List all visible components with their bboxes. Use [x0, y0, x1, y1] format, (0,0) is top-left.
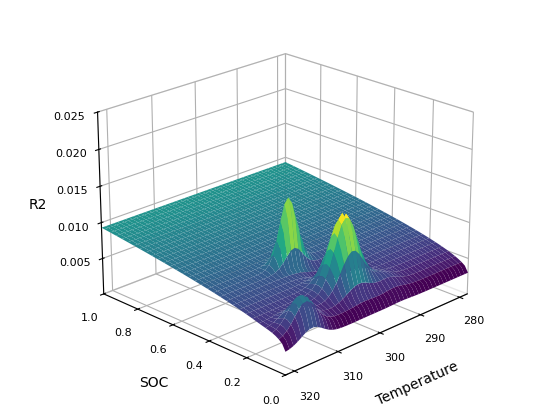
Y-axis label: SOC: SOC	[139, 376, 169, 390]
X-axis label: Temperature: Temperature	[374, 359, 460, 408]
